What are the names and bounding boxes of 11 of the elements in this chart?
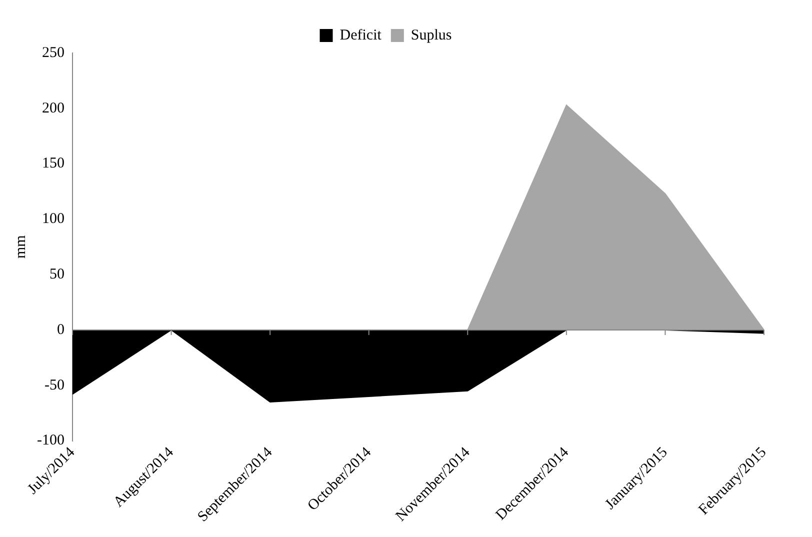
legend-label: Suplus (410, 27, 452, 44)
y-tick-label: 200 (42, 100, 64, 116)
y-tick-label: 0 (56, 322, 64, 338)
y-tick-label: 250 (42, 44, 64, 61)
y-axis-title: mm (12, 234, 29, 259)
y-tick-label: -100 (36, 432, 64, 449)
y-tick-label: 150 (42, 156, 64, 172)
y-tick-label: -50 (44, 377, 64, 394)
y-tick-label: 50 (49, 266, 64, 283)
legend-label: Deficit (340, 27, 382, 44)
y-tick-label: 100 (42, 211, 64, 228)
